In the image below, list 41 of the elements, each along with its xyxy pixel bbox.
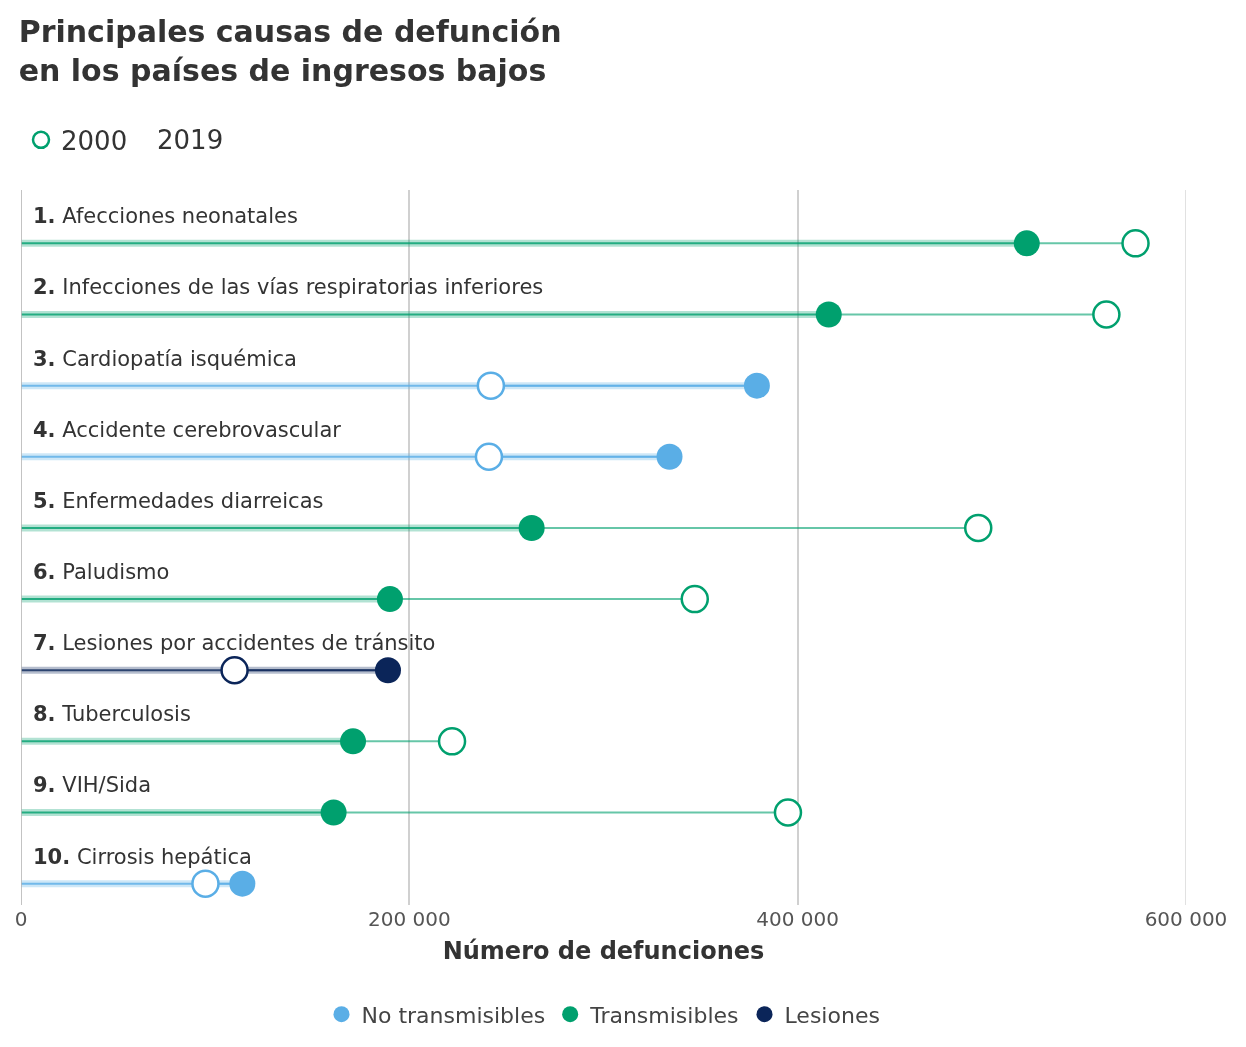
x-tick-label: 600 000 xyxy=(1144,907,1228,931)
point xyxy=(374,657,401,684)
point xyxy=(340,728,367,755)
point xyxy=(680,584,710,614)
legend-label: Lesiones xyxy=(784,1002,880,1028)
chart-title: Principales causas de defunción en los países de ingresos bajos xyxy=(18,13,562,88)
point xyxy=(229,870,256,897)
text: 2019 xyxy=(157,125,224,155)
point xyxy=(1121,229,1150,258)
y-tick-label: 10. Cirrosis hepática xyxy=(33,845,252,869)
legend-label: 2000 xyxy=(61,125,128,156)
x-tick-label: 0 xyxy=(14,907,28,931)
y-tick-label: 7. Lesiones por accidentes de tránsito xyxy=(33,631,436,655)
legend-label: Transmisibles xyxy=(589,1002,739,1028)
y-tick-label: 1. Afecciones neonatales xyxy=(33,204,298,228)
point xyxy=(474,442,504,472)
point xyxy=(437,727,467,756)
x-tick-label: 400 000 xyxy=(756,907,840,931)
point xyxy=(773,798,803,827)
y-tick-label: 8. Tuberculosis xyxy=(33,702,191,726)
point xyxy=(476,371,506,400)
point xyxy=(191,869,220,898)
y-tick-label: 6. Paludismo xyxy=(33,560,170,584)
point xyxy=(964,513,993,543)
y-tick-label: 3. Cardiopatía isquémica xyxy=(33,347,297,371)
y-tick-label: 4. Accidente cerebrovascular xyxy=(33,418,342,442)
point xyxy=(656,443,683,470)
point xyxy=(320,799,347,826)
x-tick-label: 200 000 xyxy=(367,907,451,931)
point xyxy=(376,586,403,613)
y-tick-label: 5. Enfermedades diarreicas xyxy=(33,489,324,513)
x-axis-title: Número de defunciones xyxy=(442,937,765,966)
point xyxy=(1013,230,1040,257)
y-tick-label: 9. VIH/Sida xyxy=(33,773,152,797)
point xyxy=(220,655,249,685)
legend-label: No transmisibles xyxy=(361,1002,546,1028)
point xyxy=(518,514,545,541)
point xyxy=(743,372,770,399)
point xyxy=(815,301,842,328)
y-tick-label: 2. Infecciones de las vías respiratorias inferiores xyxy=(33,275,544,299)
point xyxy=(1092,300,1121,329)
